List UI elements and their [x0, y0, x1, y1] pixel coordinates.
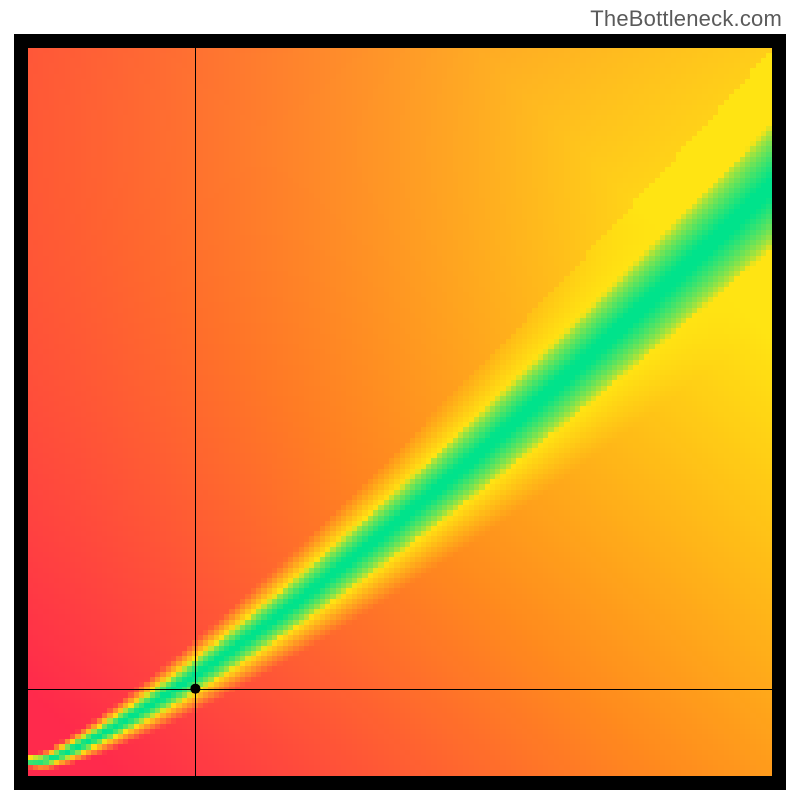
chart-container: TheBottleneck.com — [0, 0, 800, 800]
heatmap-canvas — [0, 0, 800, 800]
watermark-text: TheBottleneck.com — [590, 6, 782, 32]
